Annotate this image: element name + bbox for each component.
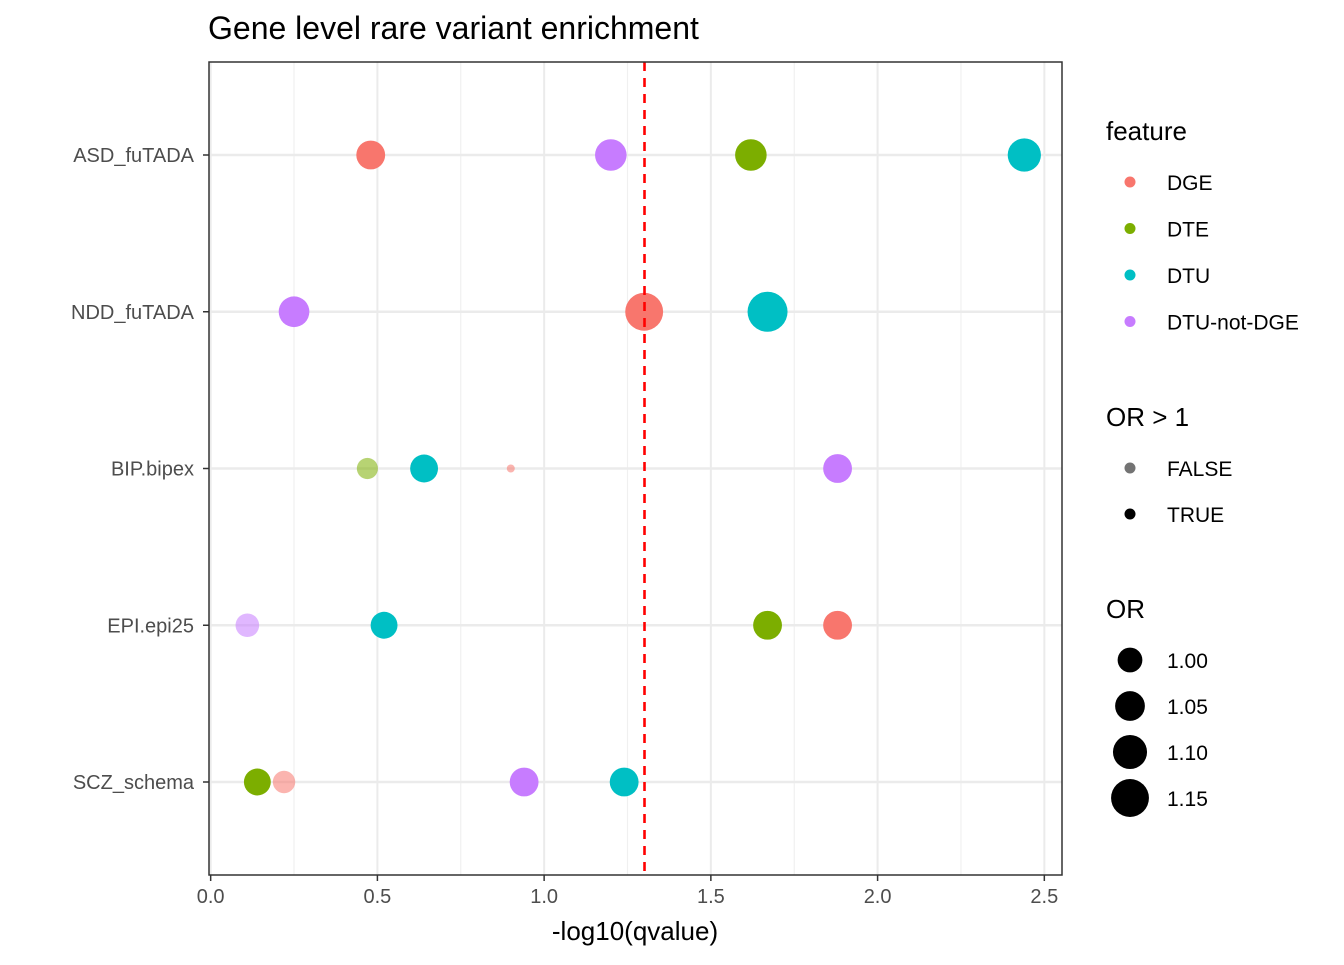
x-tick-label: 1.0 — [530, 886, 558, 908]
y-tick-label: ASD_fuTADA — [73, 145, 194, 167]
x-tick-label: 2.0 — [864, 886, 892, 908]
legend-title-or-gt-1: OR > 1 — [1106, 402, 1189, 432]
legend-label-feature: DTE — [1167, 219, 1209, 242]
legend-key-or-size — [1117, 647, 1143, 673]
x-tick-label: 1.5 — [697, 886, 725, 908]
legend-key-DGE — [1124, 176, 1136, 188]
data-point-EPI.epi25-DTE — [753, 610, 782, 640]
legend-label-feature: DTU-not-DGE — [1167, 312, 1299, 335]
legend: feature DGE DTE DTU DTU-not-DGE OR > 1 FALSE TR… — [1106, 116, 1299, 817]
legend-title-feature: feature — [1106, 116, 1187, 146]
data-point-SCZ_schema-DTU-not-DGE — [509, 767, 539, 797]
data-point-ASD_fuTADA-DGE — [356, 140, 386, 170]
y-tick-label: EPI.epi25 — [107, 615, 194, 637]
data-point-ASD_fuTADA-DTE — [735, 139, 767, 171]
data-point-SCZ_schema-DGE — [272, 770, 296, 794]
legend-label-or-gt-1: FALSE — [1167, 458, 1232, 481]
axes: 0.0 0.5 1.0 1.5 2.0 2.5 ASD_fuTADA NDD_fuTADA BI… — [71, 145, 1058, 908]
legend-title-or: OR — [1106, 594, 1145, 624]
legend-label-or: 1.15 — [1167, 788, 1208, 811]
data-point-BIP.bipex-DTU — [410, 454, 439, 483]
data-point-EPI.epi25-DTU-not-DGE — [235, 613, 260, 638]
y-tick-label: BIP.bipex — [111, 459, 194, 481]
chart-title: Gene level rare variant enrichment — [208, 10, 699, 46]
legend-key-false — [1124, 462, 1136, 474]
y-tick-label: NDD_fuTADA — [71, 302, 195, 324]
legend-label-or: 1.00 — [1167, 650, 1208, 673]
data-point-BIP.bipex-DTE — [356, 457, 378, 480]
legend-key-DTE — [1124, 223, 1136, 234]
y-tick-label: SCZ_schema — [73, 772, 195, 794]
data-point-ASD_fuTADA-DTU — [1007, 138, 1041, 172]
x-tick-label: 0.5 — [363, 886, 391, 908]
legend-key-DTU-not-DGE — [1124, 316, 1136, 327]
plot-panel — [209, 62, 1062, 875]
data-point-SCZ_schema-DTE — [243, 768, 271, 796]
legend-key-or-size — [1115, 691, 1145, 721]
data-point-ASD_fuTADA-DTU-not-DGE — [595, 139, 627, 171]
data-point-SCZ_schema-DTU — [609, 767, 639, 797]
data-point-BIP.bipex-DGE — [506, 464, 515, 473]
legend-label-feature: DTU — [1167, 265, 1210, 288]
x-tick-label: 0.0 — [197, 886, 225, 908]
data-point-EPI.epi25-DGE — [823, 610, 852, 640]
legend-key-DTU — [1124, 269, 1136, 281]
data-point-EPI.epi25-DTU — [370, 611, 398, 639]
legend-key-true — [1124, 508, 1136, 520]
legend-label-or-gt-1: TRUE — [1167, 504, 1224, 527]
legend-label-or: 1.10 — [1167, 742, 1208, 765]
data-point-NDD_fuTADA-DTU — [747, 291, 788, 332]
legend-key-or-size — [1112, 734, 1148, 770]
data-point-NDD_fuTADA-DTU-not-DGE — [278, 296, 310, 328]
x-tick-label: 2.5 — [1030, 886, 1058, 908]
legend-label-or: 1.05 — [1167, 696, 1208, 719]
data-point-BIP.bipex-DTU-not-DGE — [823, 454, 852, 483]
legend-key-or-size — [1111, 779, 1149, 817]
data-points — [235, 62, 1041, 875]
data-point-NDD_fuTADA-DGE — [625, 292, 664, 331]
x-axis-title: -log10(qvalue) — [552, 916, 718, 946]
legend-label-feature: DGE — [1167, 172, 1213, 195]
